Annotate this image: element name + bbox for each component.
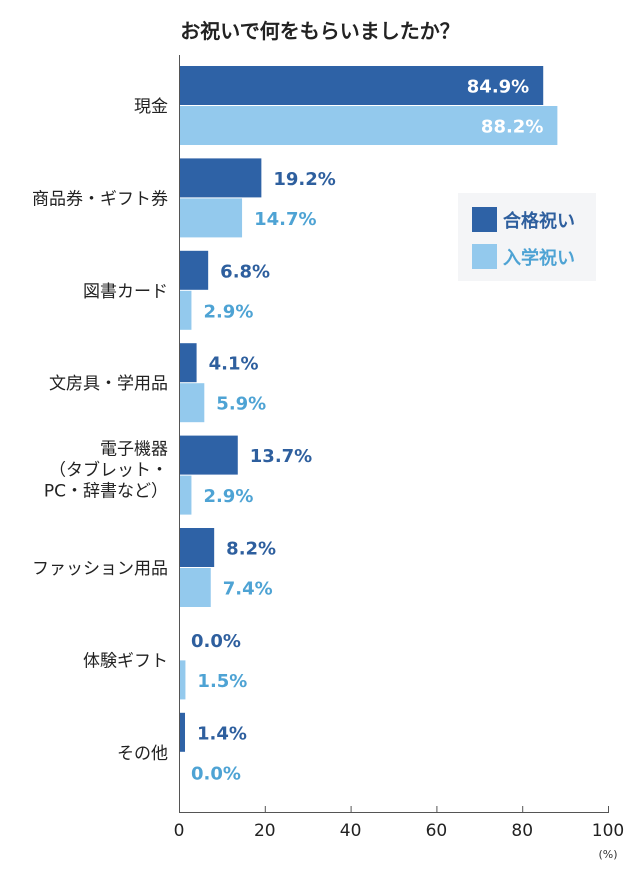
legend: 合格祝い 入学祝い	[458, 193, 596, 281]
category-label: 図書カード	[83, 282, 168, 302]
data-label: 2.9%	[203, 301, 253, 322]
bar-goukaku	[179, 66, 544, 105]
bar-goukaku	[179, 250, 209, 290]
data-label: 19.2%	[273, 169, 335, 190]
bar-nyugaku	[179, 198, 243, 238]
unit-label: (%)	[598, 848, 617, 861]
bar-nyugaku	[179, 475, 192, 515]
bar-nyugaku	[179, 660, 186, 700]
data-label: 7.4%	[223, 579, 273, 600]
bar-goukaku	[179, 158, 262, 198]
bar-nyugaku	[179, 290, 192, 330]
category-label: 電子機器	[100, 440, 168, 460]
category-label: ファッション用品	[32, 559, 168, 579]
data-label: 84.9%	[467, 77, 529, 98]
legend-label-0: 合格祝い	[503, 210, 575, 232]
bar-nyugaku	[179, 568, 211, 607]
bar-goukaku	[179, 435, 238, 475]
data-label: 8.2%	[226, 539, 276, 560]
data-label: 14.7%	[254, 209, 316, 230]
category-label: 現金	[134, 97, 168, 117]
category-label: PC・辞書など）	[44, 482, 168, 502]
bar-nyugaku	[179, 106, 558, 145]
bar-goukaku	[179, 712, 186, 752]
bar-goukaku	[179, 343, 197, 383]
x-tick-label: 80	[511, 821, 533, 841]
data-label: 1.5%	[197, 671, 247, 692]
data-label: 5.9%	[216, 394, 266, 415]
data-label: 2.9%	[203, 486, 253, 507]
chart-title: お祝いで何をもらいましたか？	[180, 19, 459, 43]
data-label: 0.0%	[191, 763, 241, 784]
x-tick-label: 60	[426, 821, 448, 841]
legend-swatch-0	[472, 207, 497, 232]
data-label: 13.7%	[250, 446, 312, 467]
x-tick-label: 100	[592, 821, 624, 841]
x-tick-label: 0	[174, 821, 185, 841]
bar-nyugaku	[179, 383, 205, 423]
data-label: 1.4%	[197, 723, 247, 744]
x-tick-label: 20	[254, 821, 276, 841]
legend-swatch-1	[472, 244, 497, 269]
category-label: その他	[117, 744, 168, 764]
data-label: 6.8%	[220, 261, 270, 282]
category-label: 商品券・ギフト券	[32, 189, 168, 209]
category-label: 文房具・学用品	[49, 374, 168, 394]
x-tick-label: 40	[340, 821, 362, 841]
legend-label-1: 入学祝い	[503, 247, 575, 269]
category-label: （タブレット・	[49, 460, 168, 481]
bar-goukaku	[179, 528, 215, 567]
category-label: 体験ギフト	[83, 651, 168, 671]
data-label: 88.2%	[481, 117, 543, 138]
data-label: 4.1%	[209, 354, 259, 375]
data-label: 0.0%	[191, 631, 241, 652]
